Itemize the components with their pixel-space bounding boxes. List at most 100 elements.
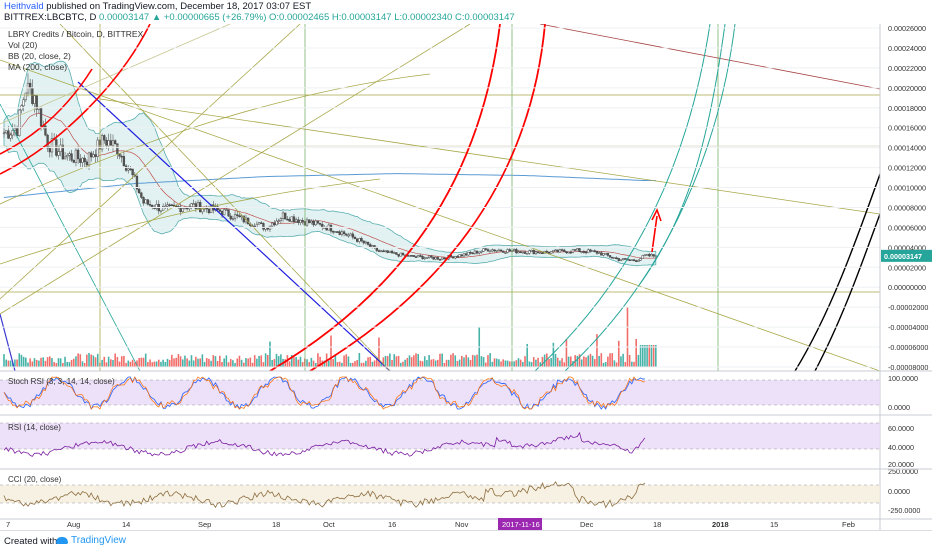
volume-bar xyxy=(426,360,428,367)
volume-bar xyxy=(123,355,125,367)
volume-bar xyxy=(216,360,219,367)
volume-bar xyxy=(532,357,535,367)
candle-body xyxy=(312,220,315,226)
volume-bar xyxy=(461,355,463,367)
candle-body xyxy=(207,208,211,214)
volume-bar xyxy=(439,353,441,367)
candle-body xyxy=(587,249,590,254)
volume-bar xyxy=(360,362,363,367)
volume-bar xyxy=(445,359,448,367)
volume-bar xyxy=(293,357,295,367)
volume-bar xyxy=(155,361,158,367)
candle-body xyxy=(35,95,38,110)
volume-bar xyxy=(371,361,374,367)
candle-body xyxy=(360,238,363,242)
price-change: 0.00003147 ▲ +0.00000665 (+26.79%) xyxy=(99,12,267,23)
candle-body xyxy=(508,249,511,252)
candle-body xyxy=(412,255,415,257)
candle-body xyxy=(421,255,424,260)
volume-bar xyxy=(489,353,491,367)
candle-body xyxy=(109,140,112,146)
candle-body xyxy=(530,250,533,252)
volume-bar xyxy=(225,355,228,367)
candle-body xyxy=(308,219,311,224)
volume-bar xyxy=(644,345,646,367)
time-tick-label: 16 xyxy=(388,520,396,529)
tradingview-logo[interactable]: TradingView xyxy=(56,535,126,546)
candle-body xyxy=(332,230,335,233)
candle-body xyxy=(491,249,494,252)
volume-bar xyxy=(465,354,467,367)
volume-bar xyxy=(96,353,99,367)
volume-bar xyxy=(5,359,7,367)
candle-body xyxy=(604,253,607,255)
volume-bar xyxy=(508,361,511,367)
candle-body xyxy=(615,257,618,259)
candle-body xyxy=(512,249,516,251)
volume-bar xyxy=(613,360,616,367)
candle-body xyxy=(484,248,487,250)
indicator-tick-label: 20.0000 xyxy=(888,460,914,469)
tradingview-brand: TradingView xyxy=(71,535,127,546)
volume-bar xyxy=(474,355,476,367)
time-tick-label: Oct xyxy=(323,520,336,529)
volume-bar xyxy=(399,362,402,367)
volume-bar xyxy=(59,358,62,367)
volume-bar xyxy=(40,357,42,367)
time-axis[interactable]: 7 Aug 14 Sep 18 Oct 16 Nov 2017-11-16 Dec 18 2018 15… xyxy=(6,518,855,530)
time-tick-label: Nov xyxy=(455,520,469,529)
candle-body xyxy=(574,249,577,251)
volume-bar xyxy=(596,334,598,367)
volume-bar xyxy=(352,362,354,367)
volume-bar xyxy=(195,356,197,367)
volume-bar xyxy=(354,361,356,367)
volume-bar xyxy=(458,359,461,367)
candle-body xyxy=(438,259,442,261)
candle-body xyxy=(517,251,520,254)
main-price-pane xyxy=(0,24,880,371)
volume-bar xyxy=(615,362,618,367)
candle-body xyxy=(18,109,21,137)
candle-body xyxy=(475,250,479,254)
bollinger-band xyxy=(3,60,657,267)
candle-body xyxy=(325,227,328,231)
price-chart[interactable]: 0.00026000 0.00024000 0.00022000 0.00020000… xyxy=(0,24,932,530)
candle-body xyxy=(621,258,625,261)
candle-body xyxy=(589,249,592,252)
volume-bar xyxy=(299,356,302,367)
volume-bar xyxy=(317,353,319,367)
volume-bar xyxy=(578,354,581,367)
volume-bar xyxy=(609,353,611,367)
candle-body xyxy=(148,204,152,206)
time-tick-label: 18 xyxy=(272,520,280,529)
volume-bar xyxy=(171,354,173,367)
candle-body xyxy=(519,251,522,254)
author-link[interactable]: Heithvald xyxy=(4,1,44,12)
candle-body xyxy=(57,151,60,156)
volume-bar xyxy=(334,354,337,367)
volume-bar xyxy=(552,342,555,367)
candle-body xyxy=(79,158,82,163)
volume-bar xyxy=(166,358,169,367)
candle-body xyxy=(144,199,147,204)
volume-bar xyxy=(160,361,162,367)
volume-bar xyxy=(567,356,570,367)
volume-bar xyxy=(611,353,614,367)
price-axis[interactable]: 0.00026000 0.00024000 0.00022000 0.00020000… xyxy=(881,24,932,515)
volume-bar xyxy=(349,362,352,367)
footer: Created with TradingView xyxy=(0,530,932,551)
volume-bar xyxy=(271,359,273,367)
candle-body xyxy=(74,149,78,163)
candle-body xyxy=(395,252,398,255)
candle-body xyxy=(417,255,420,258)
candle-body xyxy=(558,249,562,253)
candle-body xyxy=(565,251,568,254)
volume-bar xyxy=(563,362,566,367)
volume-bar xyxy=(467,357,470,367)
volume-bar xyxy=(203,361,206,367)
volume-bar xyxy=(90,354,92,367)
candle-body xyxy=(552,250,555,252)
candle-body xyxy=(39,107,43,127)
candle-body xyxy=(469,251,472,254)
volume-bar xyxy=(620,356,622,367)
